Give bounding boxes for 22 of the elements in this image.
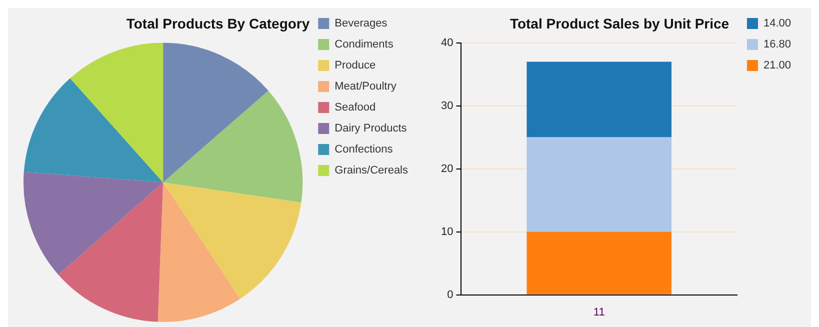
legend-label: Produce — [334, 60, 376, 72]
x-tick-label: 11 — [593, 306, 605, 318]
legend-label: 14.00 — [763, 18, 792, 30]
legend-label: Seafood — [334, 102, 376, 114]
legend-label: Confections — [334, 144, 394, 156]
y-tick-label: 40 — [440, 36, 454, 49]
legend-label: 16.80 — [763, 38, 792, 51]
y-tick-label: 20 — [440, 162, 454, 175]
legend-label: Meat/Poultry — [334, 80, 397, 93]
bar — [526, 62, 672, 138]
legend-label: Condiments — [334, 38, 394, 51]
y-tick-label: 10 — [440, 226, 454, 238]
legend-label: Grains/Cereals — [334, 164, 408, 177]
legend-label: Dairy Products — [334, 122, 408, 135]
y-tick-label: 0 — [447, 288, 454, 301]
chart-title: Total Products By Category — [126, 15, 310, 32]
bar — [526, 232, 672, 294]
bar — [526, 137, 672, 232]
chart-title: Total Product Sales by Unit Price — [510, 15, 730, 32]
legend-label: 21.00 — [763, 60, 792, 72]
legend-label: Beverages — [334, 18, 388, 30]
y-tick-label: 30 — [440, 100, 454, 112]
